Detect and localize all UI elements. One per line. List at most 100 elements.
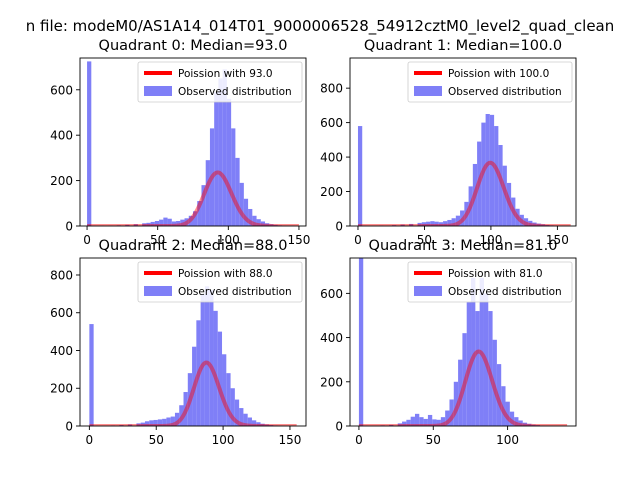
legend-bar-swatch <box>414 86 442 96</box>
histogram-bar <box>234 399 240 426</box>
x-tick-label: 0 <box>354 233 362 247</box>
plot-area <box>356 114 573 226</box>
histogram-bar <box>239 182 244 226</box>
plot-area <box>88 286 298 426</box>
legend-box <box>137 261 303 303</box>
histogram-bar <box>511 197 516 226</box>
legend-label-poisson: Poission with 88.0 <box>178 268 273 280</box>
histogram-bar <box>400 224 405 226</box>
histogram-bar <box>445 410 450 426</box>
histogram-bar <box>357 126 363 226</box>
histogram-bar <box>427 414 433 426</box>
histogram-bar <box>397 423 403 426</box>
legend: Poission with 100.0 Observed distribution <box>407 61 573 103</box>
histogram-bar <box>432 419 437 426</box>
histogram-bar <box>133 224 138 226</box>
histogram-bar <box>230 388 235 426</box>
histogram-bar <box>200 293 205 426</box>
subplot-title: Quadrant 1: Median=100.0 <box>364 38 562 54</box>
histogram-bar <box>477 141 482 226</box>
histogram-bar <box>426 221 431 226</box>
histogram-bar <box>217 331 223 426</box>
y-tick-label: 200 <box>320 185 343 199</box>
subplot-quadrant-1: 0 50 100 150 0 200 400 600 800 Quadrant 1: Median… <box>320 38 577 247</box>
histogram-bar <box>140 422 145 426</box>
histogram-bar <box>209 290 214 426</box>
histogram-bar <box>260 221 266 226</box>
histogram-bar <box>545 224 550 226</box>
histogram-bar <box>492 339 497 426</box>
legend-label-observed: Observed distribution <box>448 286 562 298</box>
legend-box <box>137 61 303 103</box>
histogram-bar <box>144 421 150 426</box>
poisson-curve <box>85 170 301 226</box>
histogram-bar <box>226 98 232 226</box>
x-tick-label: 0 <box>83 233 91 247</box>
x-tick-label: 50 <box>426 433 441 447</box>
histogram-bar <box>89 324 94 426</box>
y-tick-label: 200 <box>50 174 73 188</box>
histogram-bar <box>149 420 154 426</box>
histogram-bar <box>184 218 189 226</box>
histogram-bar <box>489 114 495 226</box>
histogram-bar <box>423 418 428 426</box>
histogram-bar <box>518 420 523 426</box>
legend-bar-swatch <box>144 286 172 296</box>
histogram-bar <box>256 219 261 226</box>
x-tick-label: 0 <box>355 433 363 447</box>
histogram-bar <box>505 401 510 426</box>
axes-frame <box>79 57 307 227</box>
subplot-title: Quadrant 3: Median=81.0 <box>369 238 558 254</box>
histogram-bar <box>180 219 185 226</box>
histogram-bar <box>488 311 493 426</box>
histogram-bar <box>171 221 177 226</box>
histogram-bar <box>239 408 244 426</box>
histogram-bar <box>125 224 130 226</box>
histogram-bar <box>209 128 215 226</box>
histogram-bar <box>243 413 248 426</box>
histogram-bar <box>174 412 180 426</box>
y-tick-label: 800 <box>50 268 73 282</box>
histogram-bar <box>273 224 278 226</box>
histogram-bar <box>251 420 257 426</box>
histogram-bar <box>204 286 210 426</box>
histogram-bar <box>410 416 415 426</box>
histogram-bar <box>192 346 197 426</box>
histogram-bar <box>421 222 427 226</box>
histogram-bar <box>188 215 193 226</box>
histogram-bar <box>170 416 175 426</box>
y-tick-label: 0 <box>335 420 343 434</box>
histogram-bar <box>166 417 171 426</box>
histogram-bar <box>269 224 274 226</box>
legend-box <box>407 61 573 103</box>
legend-label-poisson: Poission with 81.0 <box>448 268 543 280</box>
histogram-bar <box>150 221 155 226</box>
histogram-bar <box>193 211 198 226</box>
legend-label-observed: Observed distribution <box>178 86 292 98</box>
histogram-bar <box>443 221 448 226</box>
histogram-bar <box>485 114 490 226</box>
histogram-bar <box>201 185 206 226</box>
histogram-bar <box>218 78 223 226</box>
histogram-bar <box>127 424 133 426</box>
histogram-bar <box>509 411 515 426</box>
legend: Poission with 88.0 Observed distribution <box>137 261 303 303</box>
histogram-bar <box>265 223 270 226</box>
subplot-quadrant-3: 0 50 100 0 200 400 600 Quadrant 3: Median=81.0 P… <box>320 238 577 447</box>
histogram-bar <box>409 223 414 226</box>
legend-label-observed: Observed distribution <box>448 86 562 98</box>
y-tick-label: 200 <box>50 382 73 396</box>
histogram-bar <box>179 405 184 426</box>
axes-frame <box>349 57 577 227</box>
histogram-bar <box>153 419 158 426</box>
histogram-bar <box>494 126 499 226</box>
histogram-bar <box>528 220 533 226</box>
subplot-quadrant-0: 0 50 100 150 0 200 400 600 Quadrant 0: Median=93… <box>50 38 310 247</box>
axes-frame <box>79 257 307 427</box>
y-tick-label: 600 <box>50 306 73 320</box>
y-tick-label: 0 <box>65 420 73 434</box>
histogram-bar <box>458 359 463 426</box>
histogram-bar <box>358 258 364 426</box>
histogram-bar <box>248 208 253 226</box>
histogram-bar <box>471 277 476 426</box>
